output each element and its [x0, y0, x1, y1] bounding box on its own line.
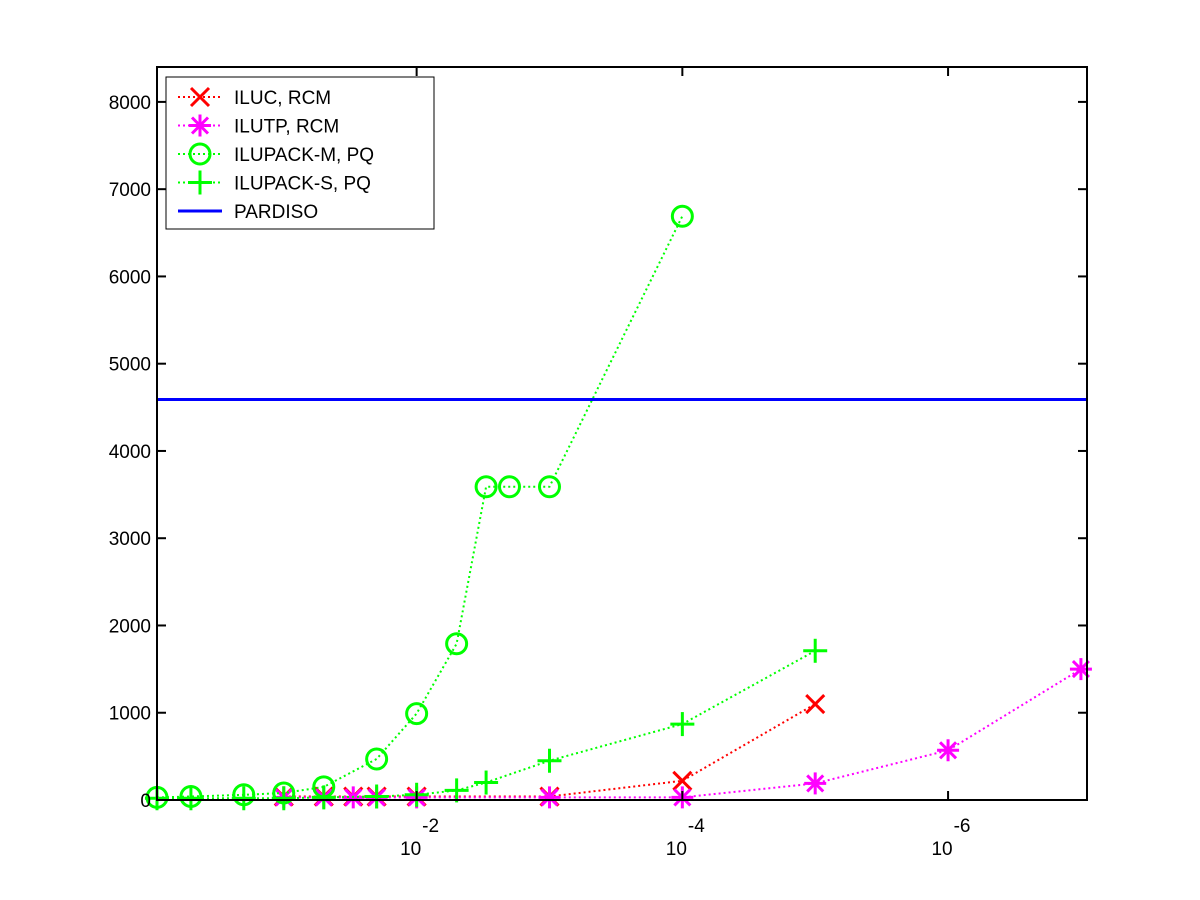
y-tick-label: 2000 — [109, 616, 151, 637]
data-point-2-9 — [497, 475, 521, 499]
y-tick-label: 1000 — [109, 704, 151, 725]
data-point-3-1 — [178, 786, 203, 811]
legend-marker — [188, 142, 212, 166]
data-point-3-3 — [271, 786, 296, 811]
series-line-1 — [283, 668, 1082, 799]
data-point-2-10 — [537, 475, 561, 499]
data-point-1-7 — [804, 772, 827, 795]
y-tick-label: 8000 — [109, 93, 151, 114]
legend-marker-stroke-d2 — [190, 116, 210, 135]
data-point-3-11 — [803, 638, 828, 663]
data-point-3-4 — [311, 785, 336, 810]
data-point-0-6 — [672, 770, 693, 791]
x-tick-label-base: 10 — [400, 839, 421, 860]
x-tick-label-base: 10 — [666, 839, 687, 860]
data-point-2-8 — [474, 475, 498, 499]
legend-marker — [189, 86, 211, 108]
legend-label: ILUC, RCM — [234, 88, 331, 109]
legend-label: ILUPACK-S, PQ — [234, 174, 371, 195]
data-point-2-9-shape — [497, 475, 521, 499]
data-point-2-10-shape — [537, 475, 561, 499]
data-point-3-9 — [537, 748, 562, 773]
data-point-1-5 — [538, 786, 561, 809]
data-point-1-8-stroke-d2 — [939, 741, 958, 760]
data-point-2-7 — [445, 632, 469, 656]
series-line-3 — [157, 649, 816, 800]
y-tick-label: 5000 — [109, 355, 151, 376]
x-tick-label-exponent: -6 — [954, 816, 971, 837]
y-tick-label: 7000 — [109, 180, 151, 201]
axes-frame — [156, 66, 1088, 801]
data-point-0-6-stroke-b — [672, 770, 693, 791]
data-point-0-7-stroke-b — [805, 693, 826, 715]
legend-marker-shape — [188, 142, 212, 166]
axes-layer: 01000200030004000500060007000800010-210-… — [109, 66, 1088, 860]
data-point-2-5-shape — [365, 747, 389, 771]
data-point-1-8 — [937, 739, 960, 762]
data-point-2-11-shape — [670, 204, 694, 228]
y-tick-label: 6000 — [109, 267, 151, 288]
data-point-1-5-stroke-d2 — [540, 788, 559, 807]
legend-label: ILUTP, RCM — [234, 117, 339, 138]
data-point-2-6-shape — [405, 702, 429, 726]
data-point-3-8 — [474, 770, 499, 795]
data-point-1-9 — [1069, 658, 1092, 681]
x-tick-label-exponent: -4 — [688, 816, 705, 837]
data-point-3-2 — [231, 786, 256, 811]
data-point-2-5 — [365, 747, 389, 771]
x-tick-label-base: 10 — [931, 839, 952, 860]
legend-label: ILUPACK-M, PQ — [234, 145, 374, 166]
data-point-2-8-shape — [474, 475, 498, 499]
data-point-0-7 — [805, 693, 826, 715]
y-tick-label: 4000 — [109, 442, 151, 463]
data-point-3-7 — [444, 778, 469, 803]
legend: ILUC, RCM ILUTP, RCM ILUPACK-M, PQ ILUPACK-… — [165, 76, 435, 230]
data-point-2-11 — [670, 204, 694, 228]
data-point-2-7-shape — [445, 632, 469, 656]
x-tick-label-exponent: -2 — [422, 816, 439, 837]
legend-marker — [189, 114, 211, 137]
y-tick-label: 0 — [140, 791, 151, 812]
y-tick-label: 3000 — [109, 529, 151, 550]
data-point-1-7-stroke-d2 — [806, 774, 825, 793]
legend-marker-stroke-b — [189, 86, 211, 108]
data-point-2-6 — [405, 702, 429, 726]
data-point-3-5 — [364, 784, 389, 809]
legend-label: PARDISO — [234, 202, 318, 223]
data-point-3-10 — [670, 712, 695, 737]
legend-marker — [188, 170, 212, 195]
